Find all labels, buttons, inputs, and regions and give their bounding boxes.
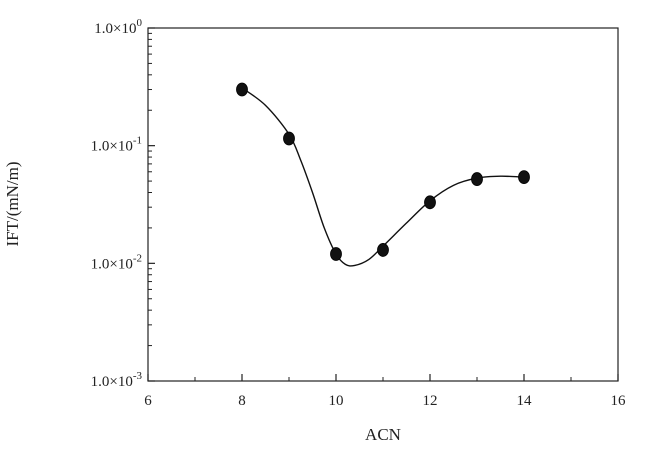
data-point <box>283 131 295 146</box>
y-tick-label: 1.0×100 <box>94 17 142 37</box>
data-point <box>236 82 248 97</box>
data-point <box>471 172 483 186</box>
x-axis-title: ACN <box>365 425 401 444</box>
y-tick-label: 1.0×10-3 <box>91 370 143 390</box>
data-point <box>518 170 530 185</box>
x-axis-ticks <box>147 374 619 381</box>
data-point <box>330 247 342 261</box>
x-tick-label: 10 <box>329 393 344 409</box>
y-tick-label: 1.0×10-2 <box>91 252 142 272</box>
data-point <box>424 195 436 210</box>
data-points <box>236 82 530 261</box>
x-tick-label: 12 <box>423 393 438 409</box>
x-tick-label: 6 <box>144 393 152 409</box>
x-tick-label: 14 <box>517 393 533 409</box>
x-axis-tick-labels: 6 8 10 12 14 16 <box>144 393 626 409</box>
x-tick-label: 8 <box>238 393 246 409</box>
data-point <box>377 243 389 257</box>
x-tick-label: 16 <box>611 393 627 409</box>
fit-curve <box>241 87 525 267</box>
y-tick-label: 1.0×10-1 <box>91 135 142 155</box>
y-axis-ticks <box>148 27 155 382</box>
y-axis-tick-labels: 1.0×10-3 1.0×10-2 1.0×10-1 1.0×100 <box>91 17 143 390</box>
plot-frame <box>147 27 619 382</box>
y-axis-title: IFT/(mN/m) <box>3 162 22 247</box>
